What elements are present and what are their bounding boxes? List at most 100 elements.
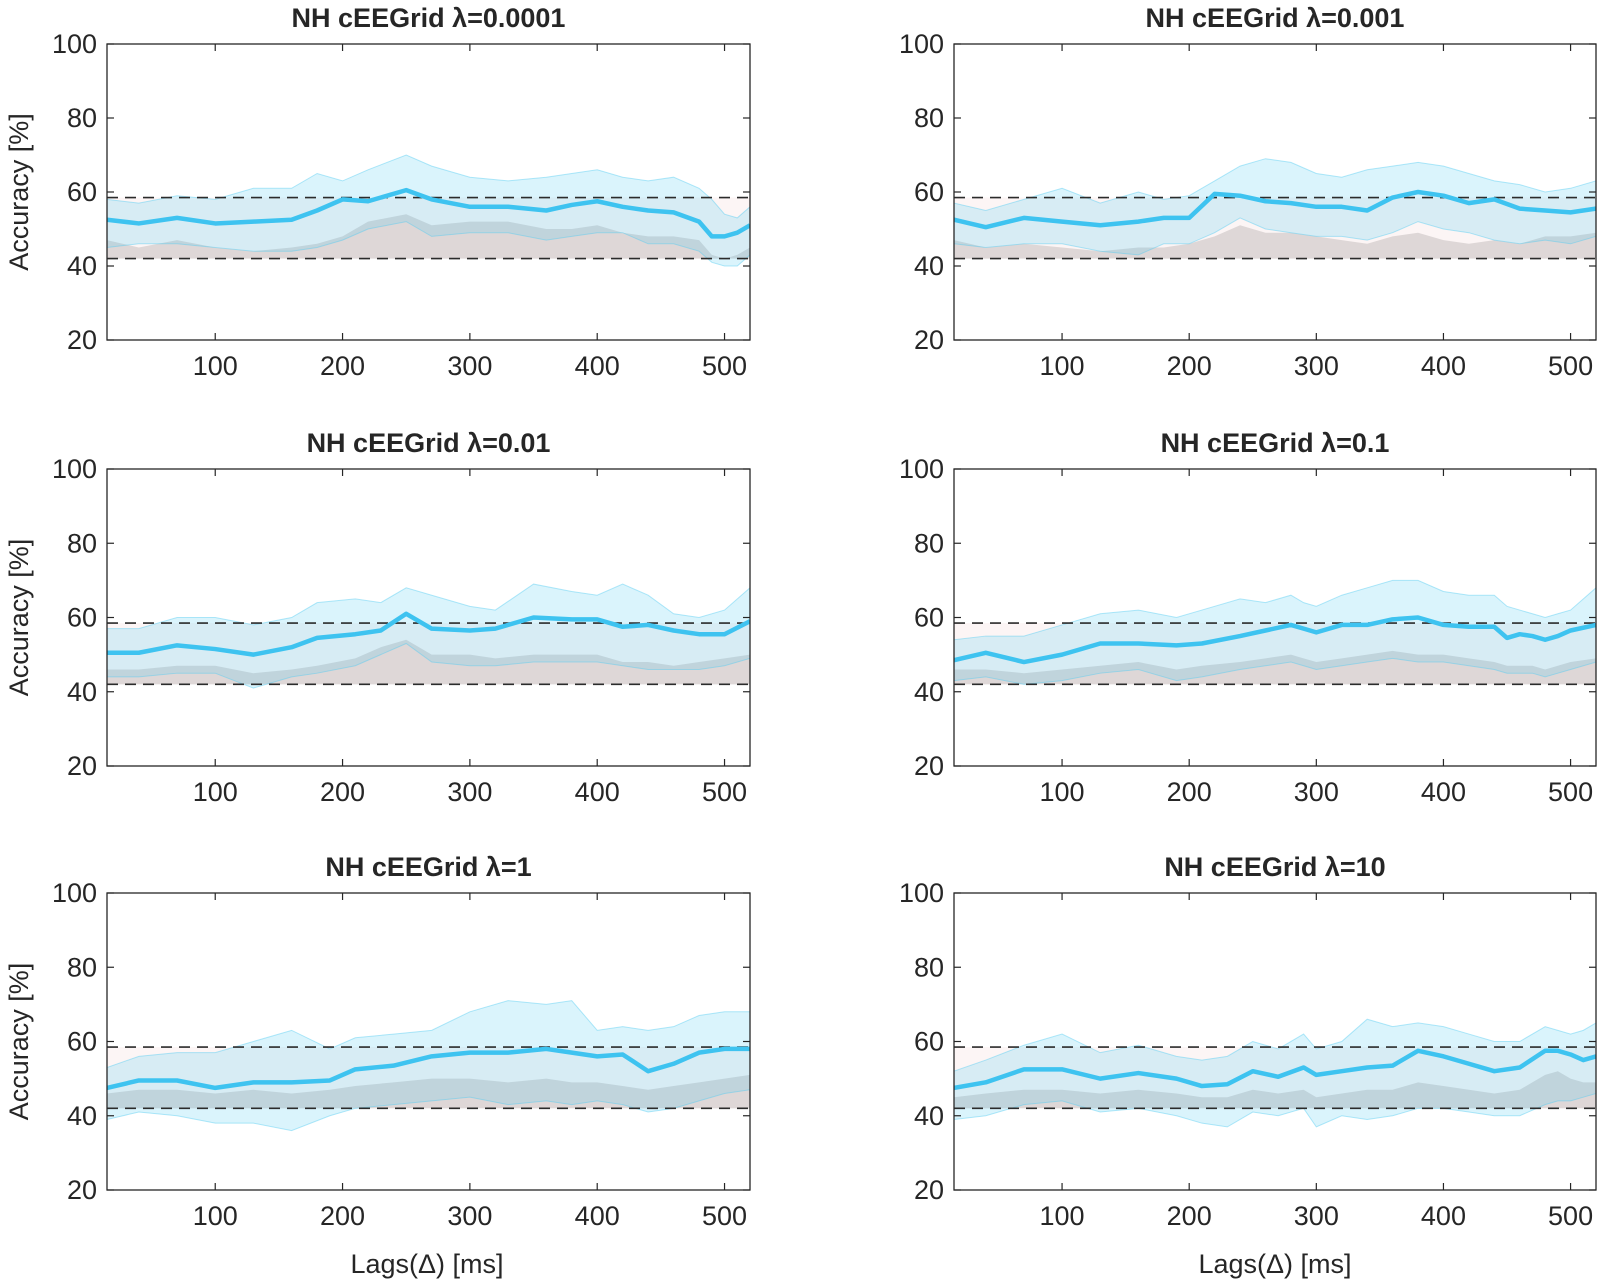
mean-accuracy-line: [107, 611, 750, 657]
mean-accuracy-line: [107, 187, 750, 239]
x-tick-label: 400: [575, 777, 620, 807]
x-tick-label: 300: [1294, 777, 1339, 807]
x-tick-label: 100: [193, 1201, 238, 1231]
x-tick-label: 300: [1294, 351, 1339, 381]
y-tick-label: 40: [67, 251, 97, 281]
chart-title: NH cEEGrid λ=0.01: [307, 428, 551, 458]
x-tick-label: 200: [1167, 351, 1212, 381]
y-tick-label: 60: [914, 1027, 944, 1057]
chart-panel-1: 20 40 60 80 100 100 200 300 400 500 NH cEEGrid λ=0…: [4, 3, 751, 381]
x-tick-label: 500: [702, 777, 747, 807]
x-tick-label: 200: [1167, 1201, 1212, 1231]
mean-accuracy-line: [954, 1048, 1596, 1091]
chart-title: NH cEEGrid λ=0.001: [1146, 3, 1405, 33]
chart-panel-6: 20 40 60 80 100 100 200 300 400 500 NH cEEGrid λ=1…: [899, 852, 1597, 1231]
x-tick-label: 300: [1294, 1201, 1339, 1231]
mean-accuracy-line: [954, 189, 1596, 230]
chart-title: NH cEEGrid λ=0.1: [1161, 428, 1390, 458]
x-tick-label: 100: [193, 351, 238, 381]
x-tick-label: 400: [1421, 351, 1466, 381]
x-tick-label: 500: [702, 351, 747, 381]
x-tick-label: 300: [447, 777, 492, 807]
y-tick-label: 40: [914, 677, 944, 707]
x-tick-label: 500: [1548, 351, 1593, 381]
y-tick-label: 80: [914, 528, 944, 558]
mean-accuracy-line: [107, 1046, 750, 1091]
x-tick-label: 200: [320, 777, 365, 807]
y-tick-label: 40: [914, 1101, 944, 1131]
plot-area: [954, 579, 1596, 686]
y-tick-label: 20: [914, 751, 944, 781]
plot-area: [107, 1000, 750, 1132]
y-tick-label: 60: [914, 603, 944, 633]
y-tick-label: 40: [67, 1101, 97, 1131]
x-tick-label: 400: [1421, 1201, 1466, 1231]
y-tick-label: 100: [52, 29, 97, 59]
chart-title: NH cEEGrid λ=1: [325, 852, 531, 882]
confidence-band: [954, 1018, 1596, 1128]
y-tick-label: 60: [67, 603, 97, 633]
null-distribution-area: [107, 214, 750, 259]
y-tick-label: 20: [914, 1175, 944, 1205]
null-distribution-area: [954, 225, 1596, 259]
plot-area: [954, 158, 1596, 260]
x-tick-label: 200: [320, 1201, 365, 1231]
chance-band: [107, 623, 750, 685]
confidence-band: [107, 1000, 750, 1132]
y-tick-label: 40: [914, 251, 944, 281]
chance-band: [954, 197, 1596, 259]
null-distribution-area: [954, 650, 1596, 685]
chart-title: NH cEEGrid λ=0.0001: [292, 3, 566, 33]
confidence-band: [954, 158, 1596, 256]
x-tick-label: 500: [1548, 1201, 1593, 1231]
y-tick-label: 20: [67, 1175, 97, 1205]
y-axis-label: Accuracy [%]: [4, 539, 34, 697]
y-tick-label: 80: [914, 952, 944, 982]
chart-panel-5: 20 40 60 80 100 100 200 300 400 500 NH cEEGrid λ=1…: [4, 852, 751, 1231]
y-tick-label: 80: [67, 952, 97, 982]
chart-panel-2: 20 40 60 80 100 100 200 300 400 500 NH cEEGrid λ=0…: [899, 3, 1597, 381]
y-tick-label: 60: [67, 1027, 97, 1057]
y-tick-label: 20: [914, 325, 944, 355]
mean-accuracy-line: [954, 615, 1596, 665]
y-tick-label: 80: [67, 103, 97, 133]
y-tick-label: 60: [914, 177, 944, 207]
y-axis-label: Accuracy [%]: [4, 113, 34, 271]
x-tick-label: 200: [320, 351, 365, 381]
plot-area: [107, 583, 750, 689]
confidence-band: [954, 579, 1596, 685]
x-tick-label: 100: [1040, 777, 1085, 807]
x-tick-label: 200: [1167, 777, 1212, 807]
y-tick-label: 100: [899, 454, 944, 484]
x-tick-label: 500: [702, 1201, 747, 1231]
y-tick-label: 60: [67, 177, 97, 207]
null-distribution-area: [107, 1074, 750, 1109]
x-tick-label: 300: [447, 351, 492, 381]
x-tick-label: 300: [447, 1201, 492, 1231]
y-tick-label: 80: [67, 528, 97, 558]
null-distribution-area: [954, 1071, 1596, 1109]
chart-panel-3: 20 40 60 80 100 100 200 300 400 500 NH cEEGrid λ=0…: [4, 428, 751, 807]
y-tick-label: 100: [899, 29, 944, 59]
plot-area: [954, 1018, 1596, 1128]
y-tick-label: 40: [67, 677, 97, 707]
y-axis-label: Accuracy [%]: [4, 963, 34, 1121]
confidence-band: [107, 583, 750, 689]
confidence-band: [107, 154, 750, 267]
x-tick-label: 100: [1040, 1201, 1085, 1231]
plot-area: [107, 154, 750, 267]
y-tick-label: 100: [52, 454, 97, 484]
null-distribution-area: [107, 639, 750, 685]
chart-panel-4: 20 40 60 80 100 100 200 300 400 500 NH cEEGrid λ=0…: [899, 428, 1597, 807]
y-tick-label: 100: [52, 878, 97, 908]
x-tick-label: 400: [1421, 777, 1466, 807]
x-tick-label: 100: [1040, 351, 1085, 381]
y-tick-label: 20: [67, 325, 97, 355]
y-tick-label: 20: [67, 751, 97, 781]
x-tick-label: 500: [1548, 777, 1593, 807]
y-tick-label: 80: [914, 103, 944, 133]
x-tick-label: 400: [575, 351, 620, 381]
xlabel-left: Lags(Δ) [ms]: [350, 1249, 503, 1279]
x-tick-label: 100: [193, 777, 238, 807]
